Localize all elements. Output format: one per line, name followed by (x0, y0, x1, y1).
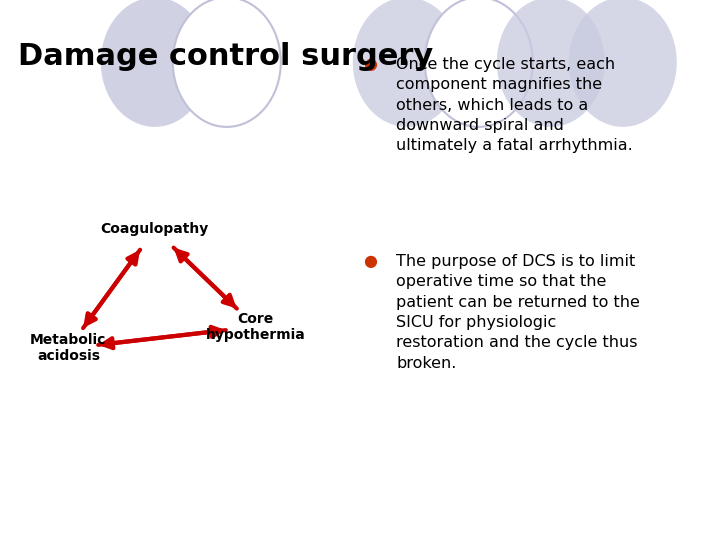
Ellipse shape (425, 0, 533, 127)
Text: ●: ● (364, 57, 377, 72)
Text: ●: ● (364, 254, 377, 269)
Text: Core
hypothermia: Core hypothermia (206, 312, 305, 342)
Text: Once the cycle starts, each
component magnifies the
others, which leads to a
dow: Once the cycle starts, each component ma… (396, 57, 633, 153)
Ellipse shape (353, 0, 461, 127)
Ellipse shape (497, 0, 605, 127)
Text: Metabolic
acidosis: Metabolic acidosis (30, 333, 107, 363)
Ellipse shape (173, 0, 281, 127)
Text: Coagulopathy: Coagulopathy (101, 222, 209, 237)
Text: Damage control surgery: Damage control surgery (18, 42, 433, 71)
Text: The purpose of DCS is to limit
operative time so that the
patient can be returne: The purpose of DCS is to limit operative… (396, 254, 640, 371)
Ellipse shape (101, 0, 209, 127)
Ellipse shape (569, 0, 677, 127)
